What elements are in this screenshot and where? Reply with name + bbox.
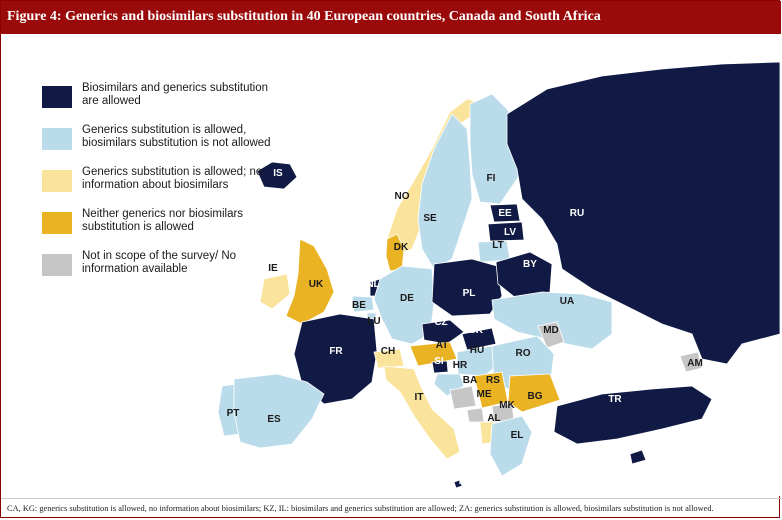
legend-label: Not in scope of the survey/ No informati… <box>82 250 237 275</box>
country-ie <box>259 273 291 310</box>
country-label-mk: MK <box>499 400 515 411</box>
country-label-pl: PL <box>463 288 476 299</box>
country-label-md: MD <box>543 325 559 336</box>
country-label-is: IS <box>273 168 283 179</box>
country-label-me: ME <box>477 389 492 400</box>
country-lv <box>487 221 525 242</box>
country-label-fr: FR <box>329 346 343 357</box>
country-label-lv: LV <box>504 227 516 238</box>
country-fr <box>293 313 378 405</box>
country-be <box>351 295 375 313</box>
country-label-am: AM <box>687 358 703 369</box>
country-de <box>373 265 435 345</box>
country-ru <box>506 61 780 365</box>
country-label-it: IT <box>415 392 424 403</box>
legend-item-neither: Neither generics nor biosimilars substit… <box>42 208 272 248</box>
legend-swatch <box>42 86 72 108</box>
country-label-no: NO <box>395 191 410 202</box>
legend-label: Neither generics nor biosimilars substit… <box>82 208 244 233</box>
country-label-lt: LT <box>492 240 503 251</box>
country-label-al: AL <box>487 413 500 424</box>
country-label-ru: RU <box>570 208 584 219</box>
country-label-se: SE <box>423 213 437 224</box>
country-label-si: SI <box>434 356 444 367</box>
country-label-ie: IE <box>268 263 278 274</box>
legend-item-generics-no-info: Generics substitution is allowed; no inf… <box>42 166 272 206</box>
legend-item-out-of-scope: Not in scope of the survey/ No informati… <box>42 250 272 290</box>
country-se <box>417 113 473 270</box>
legend-item-both-allowed: Biosimilars and generics substitution ar… <box>42 82 272 122</box>
country-ba <box>449 385 477 410</box>
legend-swatch <box>42 212 72 234</box>
country-cy <box>629 449 647 465</box>
country-label-cz: CZ <box>434 317 447 328</box>
country-label-ee: EE <box>498 208 512 219</box>
country-label-at: AT <box>436 340 449 351</box>
country-cz <box>421 319 465 345</box>
country-label-mt: MT <box>459 476 473 487</box>
country-tr <box>553 385 713 445</box>
country-label-tr: TR <box>608 394 622 405</box>
country-it <box>383 365 461 460</box>
legend-swatch <box>42 128 72 150</box>
country-am <box>679 351 703 373</box>
country-label-by: BY <box>523 259 537 270</box>
country-label-es: ES <box>267 414 281 425</box>
country-label-pt: PT <box>227 408 240 419</box>
country-ee <box>489 203 521 223</box>
country-label-uk: UK <box>309 279 324 290</box>
country-label-nl: NL <box>366 279 379 290</box>
country-ua <box>491 291 613 350</box>
country-me <box>466 407 485 423</box>
country-md <box>537 321 565 349</box>
figure-footnote: CA, KG: generics substitution is allowed… <box>7 504 714 513</box>
footer-divider <box>1 498 781 499</box>
country-label-ch: CH <box>381 346 395 357</box>
country-label-rs: RS <box>486 375 500 386</box>
country-si <box>431 360 449 374</box>
country-label-hr: HR <box>453 360 468 371</box>
country-label-cy: CY <box>642 460 656 471</box>
country-mt <box>453 479 463 489</box>
legend-label: Biosimilars and generics substitution ar… <box>82 82 269 107</box>
legend-label: Generics substitution is allowed; no inf… <box>82 166 263 191</box>
country-el <box>489 415 533 477</box>
legend-swatch <box>42 170 72 192</box>
country-label-ba: BA <box>463 375 477 386</box>
country-label-lu: LU <box>367 316 380 327</box>
figure-title: Figure 4: Generics and biosimilars subst… <box>1 1 781 34</box>
country-sk <box>461 327 497 351</box>
map-legend: Biosimilars and generics substitution ar… <box>42 82 272 292</box>
country-label-hu: HU <box>470 345 484 356</box>
country-ch <box>373 348 405 369</box>
country-label-dk: DK <box>394 242 409 253</box>
legend-label: Generics substitution is allowed, biosim… <box>82 124 271 149</box>
legend-item-generics-only: Generics substitution is allowed, biosim… <box>42 124 272 164</box>
country-is <box>256 161 298 190</box>
country-label-bg: BG <box>528 391 543 402</box>
country-es <box>233 373 325 449</box>
country-label-ro: RO <box>516 348 531 359</box>
map-area: IS NO SE FI RU EE LV LT DK IE UK NL BE LU DE PL BY UA FR CZ… <box>2 34 780 496</box>
country-label-be: BE <box>352 300 366 311</box>
country-uk <box>285 238 335 325</box>
country-label-fi: FI <box>487 173 496 184</box>
legend-swatch <box>42 254 72 276</box>
country-label-ua: UA <box>560 296 574 307</box>
country-bg <box>507 373 561 413</box>
country-label-de: DE <box>400 293 414 304</box>
country-label-el: EL <box>511 430 524 441</box>
country-label-sk: SK <box>469 325 484 336</box>
